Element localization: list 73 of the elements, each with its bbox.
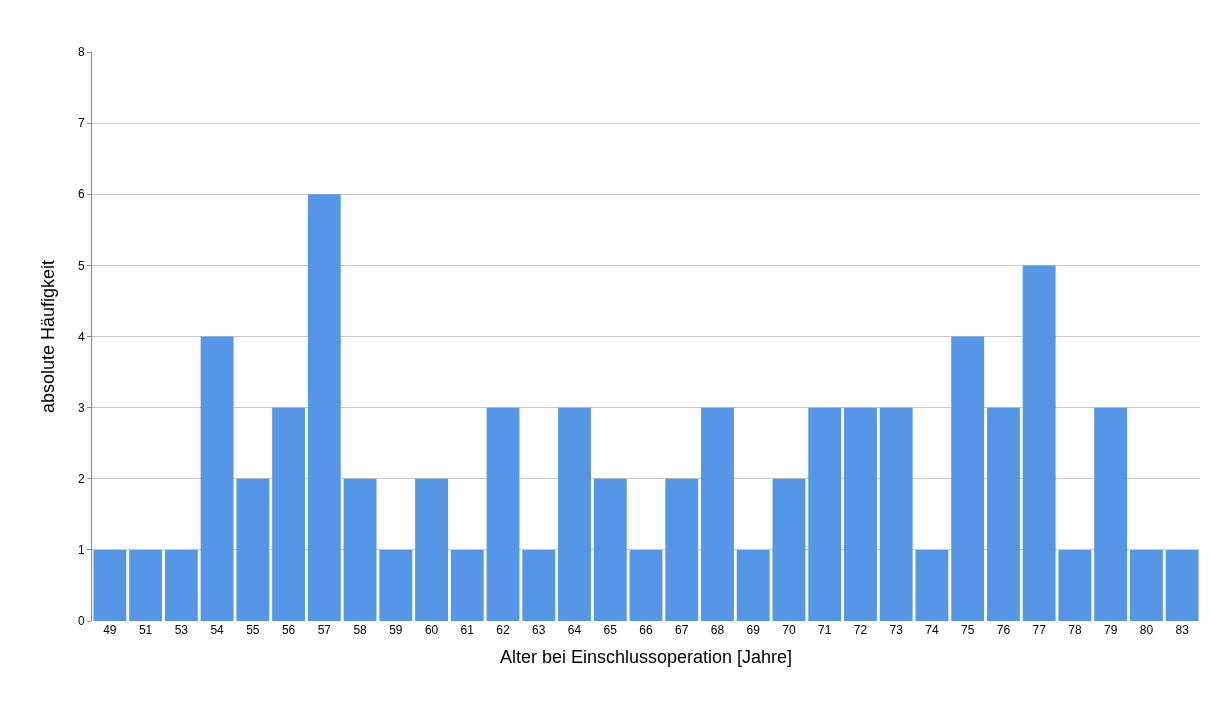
x-tick-label: 56 [281,623,296,637]
bar [844,407,877,621]
bar [200,336,234,621]
bar [486,407,520,621]
bar [343,478,377,621]
x-tick-label: 71 [818,623,832,637]
bar [415,478,448,621]
bar [164,549,198,621]
x-tick-label: 73 [889,623,904,637]
bar [1022,265,1056,621]
x-tick-label: 76 [996,623,1011,637]
x-tick-label: 59 [389,623,403,637]
x-tick-label: 55 [246,623,260,637]
bar [93,549,127,621]
x-tick-label: 79 [1103,623,1118,637]
x-tick-label: 67 [675,623,689,637]
x-tick-label: 54 [210,623,225,637]
y-tick-label: 3 [77,400,85,415]
x-tick-label: 63 [532,623,546,637]
x-tick-label: 70 [782,623,796,637]
bar [236,478,270,621]
x-tick-label: 60 [424,623,439,637]
y-tick-label: 6 [77,187,85,202]
x-tick-label: 72 [853,623,868,637]
x-tick-label: 57 [317,623,332,637]
bar [879,407,913,621]
bar [951,336,985,621]
x-tick-label: 58 [353,623,368,637]
bar [1094,407,1128,621]
x-tick-label: 83 [1175,623,1190,637]
bar [522,549,556,621]
bar [808,407,842,621]
y-tick-label: 2 [77,471,85,486]
x-tick-label: 69 [746,623,761,637]
x-tick-label: 62 [496,623,511,637]
bar [772,478,806,621]
x-tick-label: 77 [1032,623,1047,637]
x-tick-label: 74 [925,623,939,637]
y-axis-title: absolute Häufigkeit [38,259,59,414]
bar [1129,549,1163,621]
x-tick-label: 80 [1139,623,1154,637]
bar [272,407,306,621]
x-tick-label: 75 [961,623,975,637]
bar [129,549,163,621]
x-tick-label: 66 [639,623,653,637]
bar [593,478,627,621]
y-tick-label: 4 [77,329,85,344]
bar [1165,549,1199,621]
bar [701,407,734,621]
bar [915,549,949,621]
y-tick-label: 0 [77,614,85,629]
bar [1058,549,1092,621]
x-tick-label: 78 [1068,623,1082,637]
bar [450,549,484,621]
y-tick-label: 5 [77,258,85,273]
x-tick-label: 68 [710,623,725,637]
y-tick-label: 1 [77,543,85,558]
x-tick-label: 65 [603,623,618,637]
bar [558,407,591,621]
x-tick-label: 49 [103,623,117,637]
bar [379,549,413,621]
x-axis-title: Alter bei Einschlussoperation [Jahre] [499,647,793,668]
x-tick-label: 53 [174,623,189,637]
y-tick-label: 7 [77,116,85,131]
x-tick-label: 51 [138,623,153,637]
x-tick-label: 64 [567,623,582,637]
bar [736,549,770,621]
bar [629,549,663,621]
bar [665,478,699,621]
bar [986,407,1020,621]
y-tick-label: 8 [77,45,85,60]
x-tick-label: 61 [460,623,475,637]
bar [307,194,341,621]
